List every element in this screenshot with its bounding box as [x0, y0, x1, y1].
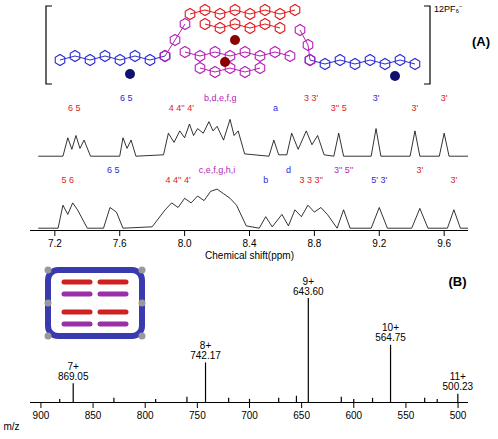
svg-text:7+869.05: 7+869.05: [58, 361, 89, 382]
svg-text:3'' 5'': 3'' 5'': [334, 165, 354, 175]
svg-text:12PF₆⁻: 12PF₆⁻: [434, 4, 462, 14]
svg-text:5' 3': 5' 3': [371, 175, 387, 185]
svg-text:d: d: [286, 165, 291, 175]
svg-text:3 3 3'': 3 3 3'': [299, 175, 323, 185]
svg-text:9+643.60: 9+643.60: [293, 276, 324, 297]
svg-text:7.6: 7.6: [113, 238, 127, 249]
svg-text:700: 700: [241, 410, 258, 421]
svg-text:3': 3': [373, 93, 380, 103]
svg-text:6 5: 6 5: [68, 103, 81, 113]
svg-text:750: 750: [189, 410, 206, 421]
svg-text:900: 900: [33, 410, 50, 421]
svg-text:7.2: 7.2: [48, 238, 62, 249]
svg-text:6 5: 6 5: [107, 165, 120, 175]
svg-text:3': 3': [451, 175, 458, 185]
svg-text:4 4'' 4': 4 4'' 4': [166, 175, 191, 185]
svg-text:(A): (A): [472, 34, 490, 49]
svg-text:3 3': 3 3': [304, 93, 319, 103]
svg-text:600: 600: [345, 410, 362, 421]
svg-text:11+500.23: 11+500.23: [443, 371, 474, 392]
svg-text:800: 800: [137, 410, 154, 421]
svg-text:8.8: 8.8: [307, 238, 321, 249]
svg-text:(B): (B): [448, 274, 466, 289]
svg-text:3'' 5: 3'' 5: [331, 103, 347, 113]
svg-text:8+742.17: 8+742.17: [190, 340, 221, 361]
svg-text:10+564.75: 10+564.75: [375, 322, 406, 343]
svg-text:4 4'' 4': 4 4'' 4': [169, 103, 194, 113]
svg-text:9.2: 9.2: [372, 238, 386, 249]
svg-text:650: 650: [293, 410, 310, 421]
svg-text:6 5: 6 5: [120, 93, 133, 103]
svg-text:5 6: 5 6: [62, 175, 75, 185]
svg-text:Chemical shift(ppm): Chemical shift(ppm): [205, 250, 294, 261]
svg-text:500: 500: [450, 410, 467, 421]
svg-text:550: 550: [398, 410, 415, 421]
svg-text:3': 3': [416, 165, 423, 175]
svg-text:c,e,f,g,h,i: c,e,f,g,h,i: [199, 165, 236, 175]
svg-text:9.6: 9.6: [437, 238, 451, 249]
svg-text:m/z: m/z: [4, 421, 20, 432]
svg-text:8.4: 8.4: [243, 238, 257, 249]
svg-text:b: b: [263, 175, 268, 185]
svg-text:8.0: 8.0: [178, 238, 192, 249]
svg-text:850: 850: [85, 410, 102, 421]
svg-text:3': 3': [412, 103, 419, 113]
svg-text:3': 3': [441, 93, 448, 103]
svg-text:a: a: [273, 103, 278, 113]
svg-text:b,d,e,f,g: b,d,e,f,g: [204, 93, 237, 103]
